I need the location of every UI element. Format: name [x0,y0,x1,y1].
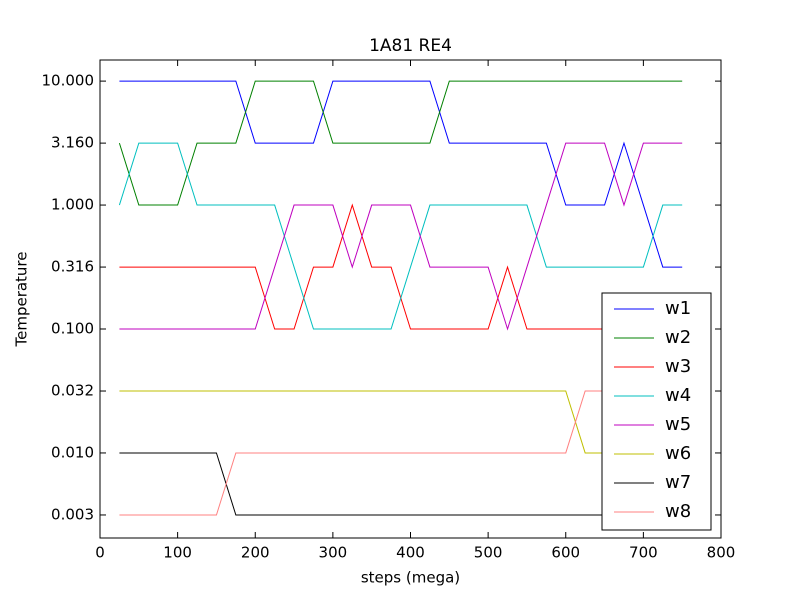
legend-label: w3 [665,356,691,377]
y-axis-label: Temperature [13,251,31,347]
y-tick-label: 3.160 [51,134,94,152]
x-tick-label: 700 [629,544,658,562]
legend-label: w8 [665,501,691,522]
legend-label: w6 [665,443,691,464]
x-tick-label: 400 [396,544,425,562]
legend-label: w4 [665,385,691,406]
series-line [119,452,683,516]
x-tick-label: 200 [241,544,270,562]
y-tick-label: 0.316 [51,258,94,276]
x-tick-label: 0 [95,544,105,562]
y-tick-label: 0.032 [51,382,94,400]
legend-label: w2 [665,327,691,348]
series-line [118,80,683,206]
chart-title: 1A81 RE4 [369,36,452,56]
x-axis-label: steps (mega) [361,569,460,587]
x-tick-label: 600 [551,544,580,562]
series-line [119,390,683,516]
series-line [119,80,683,268]
y-tick-label: 1.000 [51,196,94,214]
series-line [119,142,683,331]
legend-box [601,292,712,531]
series-line [118,142,683,330]
y-tick-label: 10.000 [42,72,95,90]
y-tick-label: 0.100 [51,320,94,338]
x-tick-label: 800 [707,544,736,562]
series-line [119,390,683,454]
x-tick-label: 500 [474,544,503,562]
legend-label: w1 [665,298,691,319]
y-tick-label: 0.003 [51,505,94,523]
x-tick-label: 300 [319,544,348,562]
legend-label: w7 [665,472,691,493]
y-tick-label: 0.010 [51,443,94,461]
legend-label: w5 [665,414,691,435]
x-tick-label: 100 [163,544,192,562]
